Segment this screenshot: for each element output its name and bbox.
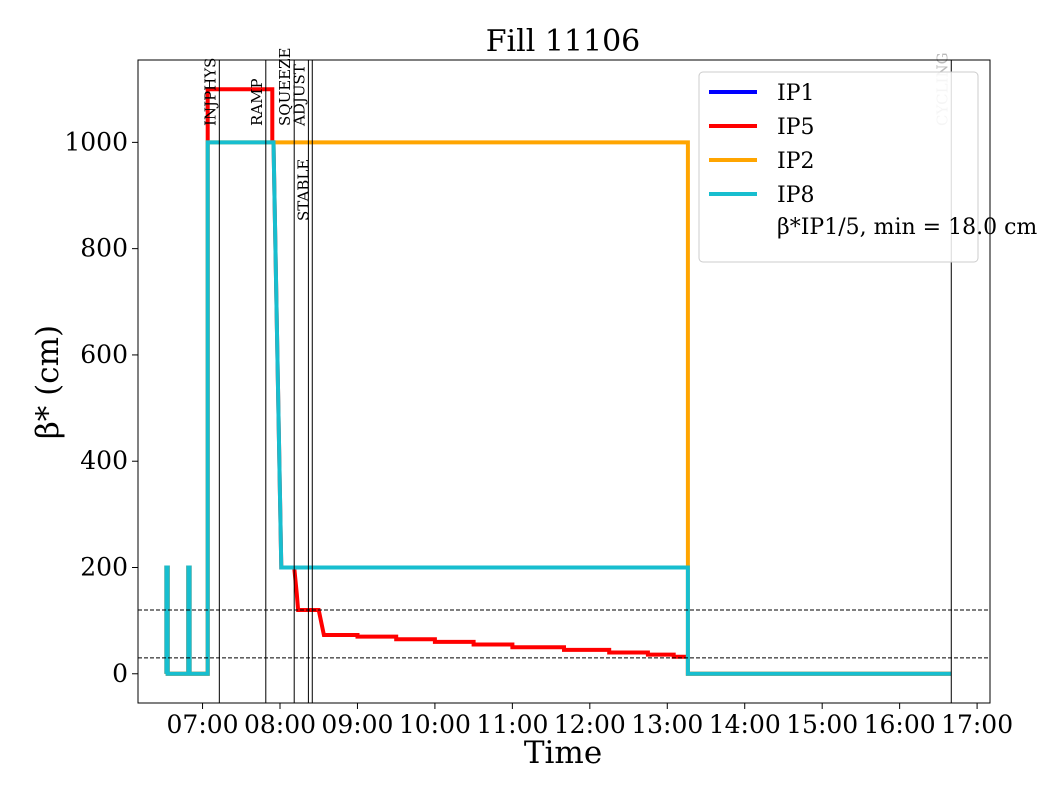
x-tick-label-0900: 09:00	[321, 710, 393, 739]
y-tick-label-800: 800	[80, 234, 128, 263]
mode-label-ramp: RAMP	[248, 78, 266, 126]
x-tick-label-1300: 13:00	[631, 710, 703, 739]
axes-frame	[137, 59, 991, 704]
y-tick-label-1000: 1000	[64, 127, 128, 156]
x-tick-label-1400: 14:00	[709, 710, 781, 739]
legend: IP1 IP5 IP2 IP8 β*IP1/5, min = 18.0 cm	[698, 71, 1037, 263]
x-axis-label: Time	[524, 735, 602, 771]
y-tick-label-400: 400	[80, 446, 128, 475]
x-tick-label-1600: 16:00	[864, 710, 936, 739]
mode-label-squeeze: SQUEEZE	[276, 48, 294, 127]
legend-label-ip2: IP2	[777, 149, 815, 174]
x-tick-label-0800: 08:00	[244, 710, 316, 739]
y-axis-label: β* (cm)	[30, 325, 66, 439]
mode-label-injphys: INJPHYS	[201, 58, 219, 126]
legend-label-ip8: IP8	[777, 183, 815, 208]
y-tick-label-200: 200	[80, 552, 128, 581]
mode-label-adjust: ADJUST	[290, 64, 308, 127]
chart-title: Fill 11106	[486, 24, 641, 59]
y-tick-label-0: 0	[112, 659, 128, 688]
mode-label-stable: STABLE	[294, 159, 312, 221]
legend-box	[698, 71, 979, 263]
y-tick-label-600: 600	[80, 340, 128, 369]
x-tick-label-1100: 11:00	[476, 710, 548, 739]
x-tick-label-1700: 17:00	[941, 710, 1013, 739]
legend-label-ip1: IP1	[777, 81, 815, 106]
series-line-ip8	[164, 140, 952, 676]
plot-area: INJPHYSRAMPSQUEEZEADJUSTSTABLECYCLING020…	[64, 48, 1013, 740]
legend-label-ip5: IP5	[777, 115, 815, 140]
x-tick-label-1000: 10:00	[399, 710, 471, 739]
x-tick-label-1200: 12:00	[554, 710, 626, 739]
x-tick-label-1500: 15:00	[786, 710, 858, 739]
legend-note: β*IP1/5, min = 18.0 cm	[777, 215, 1037, 240]
x-tick-label-0700: 07:00	[167, 710, 239, 739]
